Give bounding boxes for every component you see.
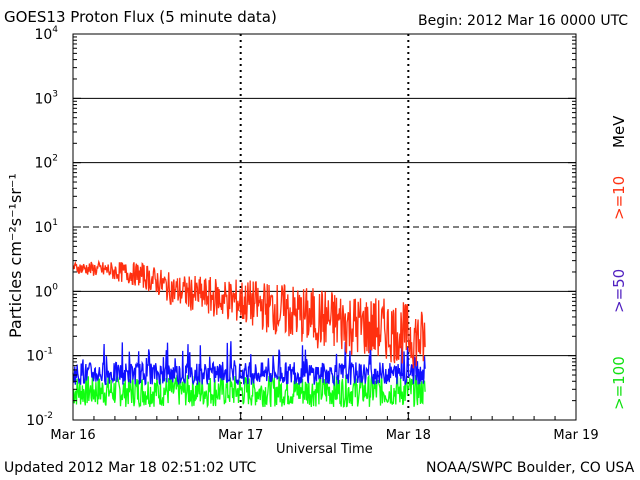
y-tick-label-5: 103 <box>34 89 58 107</box>
legend-series-10-text: >=10 <box>610 175 628 220</box>
chart-title: GOES13 Proton Flux (5 minute data) <box>4 8 277 26</box>
legend-unit-mev: MeV <box>610 116 628 148</box>
y-tick-label-4: 102 <box>34 154 58 172</box>
legend-series-100-text: >=100 <box>610 356 628 410</box>
y-axis-label: Particles cm⁻²s⁻¹sr⁻¹ <box>6 173 25 338</box>
y-tick-label-1: 10-1 <box>26 347 53 365</box>
x-tick-label-0: Mar 16 <box>50 428 95 443</box>
credit-label: NOAA/SWPC Boulder, CO USA <box>426 460 635 476</box>
y-axis-label-text: Particles cm⁻²s⁻¹sr⁻¹ <box>6 173 25 338</box>
legend-series-10: >=10 <box>610 176 628 220</box>
y-tick-label-2: 100 <box>34 282 58 300</box>
x-axis-label: Universal Time <box>276 442 373 457</box>
legend-unit-text: MeV <box>610 115 628 148</box>
series-line-1 <box>72 341 426 387</box>
y-tick-label-0: 10-2 <box>26 411 53 429</box>
legend-series-50-text: >=50 <box>610 268 628 313</box>
updated-label: Updated 2012 Mar 18 02:51:02 UTC <box>4 460 257 476</box>
legend-series-50: >=50 <box>610 269 628 313</box>
y-tick-label-3: 101 <box>34 218 58 236</box>
x-tick-label-3: Mar 19 <box>553 428 598 443</box>
begin-label: Begin: 2012 Mar 16 0000 UTC <box>418 13 629 29</box>
y-tick-label-6: 104 <box>34 25 58 43</box>
legend-series-100: >=100 <box>610 356 628 410</box>
x-tick-label-2: Mar 18 <box>386 428 431 443</box>
x-tick-label-1: Mar 17 <box>218 428 263 443</box>
series-line-2 <box>72 373 426 409</box>
series-line-0 <box>72 259 426 369</box>
